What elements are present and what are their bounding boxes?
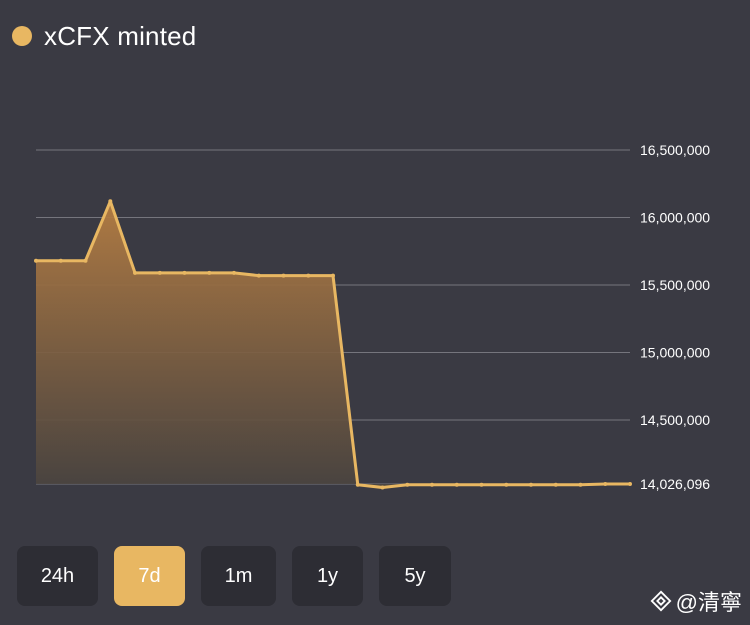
range-5y-button[interactable]: 5y [379,546,451,606]
legend-dot-icon [12,26,32,46]
data-point [578,482,583,487]
data-point [454,482,459,487]
watermark-text: @清寧 [675,590,742,615]
y-tick-label: 14,500,000 [640,412,710,428]
data-point [58,258,63,263]
data-point [529,482,533,487]
data-point [306,273,311,278]
range-24h-button[interactable]: 24h [17,546,98,606]
data-point [553,482,558,487]
data-point [256,273,261,278]
data-point [133,270,137,275]
data-point [430,482,434,487]
data-point [182,270,187,275]
data-point [83,258,88,263]
data-point [479,482,484,487]
data-point [603,482,608,486]
data-point [34,258,38,263]
data-point [380,485,385,490]
legend-label: xCFX minted [44,20,197,51]
data-point [281,273,286,278]
data-point [331,273,335,278]
chart-legend: xCFX minted [12,20,196,52]
data-point [232,270,236,275]
series-area-fill [36,201,630,488]
y-tick-label: 15,000,000 [640,345,710,361]
y-tick-label: 16,000,000 [640,210,710,226]
data-point [355,482,360,487]
range-selector: 24h 7d 1m 1y 5y [17,546,451,606]
y-tick-label: 14,026,096 [640,476,710,492]
y-tick-label: 15,500,000 [640,277,710,293]
binance-diamond-icon [650,590,672,612]
y-tick-label: 16,500,000 [640,142,710,158]
data-point [157,270,162,275]
data-point [504,482,509,487]
data-point [207,270,212,275]
range-1m-button[interactable]: 1m [201,546,276,606]
data-point [108,199,113,204]
watermark: @清寧 [650,585,742,617]
data-point [405,482,410,487]
data-point [628,482,632,486]
range-1y-button[interactable]: 1y [292,546,363,606]
range-7d-button[interactable]: 7d [114,546,185,606]
